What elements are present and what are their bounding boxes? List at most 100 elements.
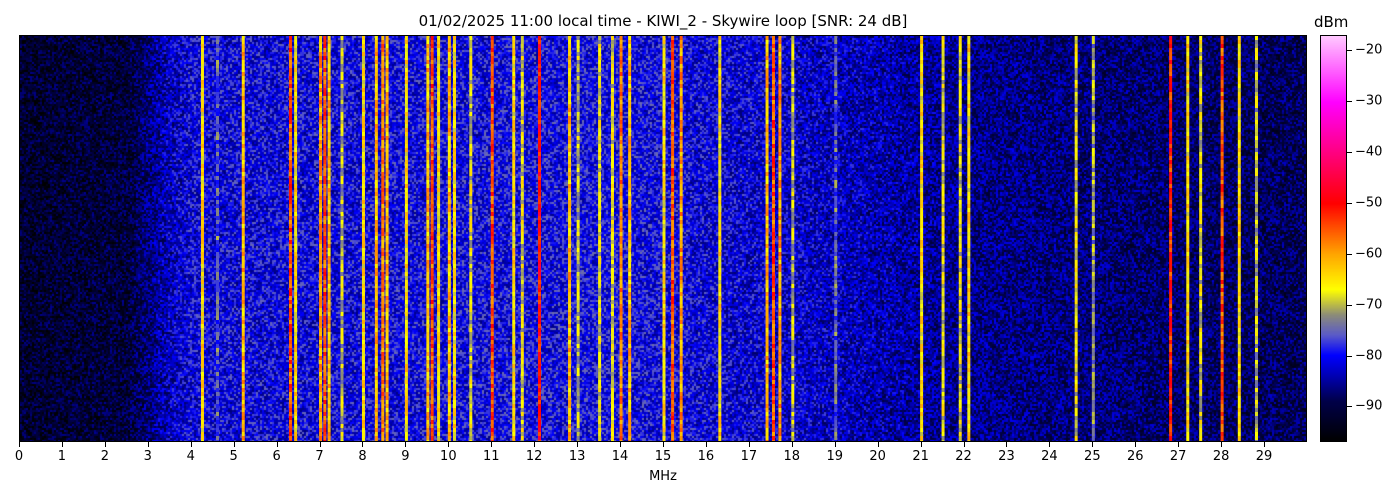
colorbar-tick-label: −80 bbox=[1355, 348, 1383, 363]
signal-line bbox=[327, 36, 331, 441]
signal-line bbox=[576, 36, 580, 441]
x-tick-label: 17 bbox=[740, 449, 758, 464]
signal-line bbox=[404, 36, 408, 441]
colorbar-tick-label: −90 bbox=[1355, 398, 1383, 414]
x-tick bbox=[620, 442, 622, 447]
signal-line bbox=[469, 36, 473, 441]
x-tick bbox=[491, 442, 493, 447]
x-tick-label: 14 bbox=[611, 449, 629, 464]
x-tick-label: 28 bbox=[1212, 449, 1230, 464]
x-tick-label: 2 bbox=[100, 449, 109, 464]
signal-line bbox=[778, 36, 782, 441]
signal-line bbox=[1199, 36, 1203, 441]
chart-title: 01/02/2025 11:00 local time - KIWI_2 - S… bbox=[418, 12, 908, 30]
signal-line bbox=[452, 36, 456, 441]
signal-line bbox=[319, 36, 323, 441]
signal-line bbox=[662, 36, 666, 441]
x-tick-label: 15 bbox=[654, 449, 672, 464]
colorbar-tick-label: −30 bbox=[1355, 93, 1383, 109]
signal-line bbox=[437, 36, 441, 441]
x-tick bbox=[577, 442, 579, 447]
x-tick bbox=[362, 442, 364, 447]
x-tick-label: 25 bbox=[1084, 449, 1101, 464]
x-tick bbox=[1092, 442, 1094, 447]
signal-line bbox=[490, 36, 494, 441]
x-tick-label: 24 bbox=[1041, 449, 1058, 464]
x-tick bbox=[448, 442, 450, 447]
signal-line bbox=[1169, 36, 1173, 441]
x-tick-label: 11 bbox=[482, 449, 500, 464]
x-tick bbox=[791, 442, 793, 447]
x-tick-label: 7 bbox=[315, 449, 324, 464]
colorbar-tick-label: −50 bbox=[1355, 195, 1383, 211]
signal-line bbox=[294, 36, 298, 441]
signal-line bbox=[323, 36, 327, 441]
x-tick bbox=[1221, 442, 1223, 447]
x-tick bbox=[233, 442, 235, 447]
x-tick-label: 20 bbox=[869, 449, 886, 464]
x-tick bbox=[19, 442, 20, 447]
signal-line bbox=[1074, 36, 1078, 441]
x-tick-label: 3 bbox=[143, 449, 152, 464]
signal-line bbox=[619, 36, 623, 441]
x-tick-label: 9 bbox=[401, 449, 410, 464]
signal-line bbox=[568, 36, 572, 441]
signal-line bbox=[628, 36, 632, 441]
x-tick bbox=[834, 442, 836, 447]
colorbar-tick-label: −60 bbox=[1355, 246, 1383, 262]
colorbar-tick bbox=[1347, 304, 1352, 306]
signal-line bbox=[241, 36, 245, 441]
x-tick-label: 21 bbox=[912, 449, 929, 464]
signal-line bbox=[958, 36, 962, 441]
signal-line bbox=[598, 36, 602, 441]
signal-line bbox=[1186, 36, 1190, 441]
x-tick-label: 1 bbox=[57, 449, 67, 464]
x-tick-label: 23 bbox=[998, 449, 1015, 464]
x-tick bbox=[1264, 442, 1266, 447]
colorbar-tick-label: −70 bbox=[1355, 297, 1383, 313]
x-tick-label: 26 bbox=[1126, 449, 1144, 464]
signal-line bbox=[791, 36, 795, 441]
colorbar-tick bbox=[1347, 50, 1352, 52]
x-tick-label: 8 bbox=[358, 449, 367, 464]
signal-line bbox=[288, 36, 292, 441]
colorbar-tick-label: −40 bbox=[1355, 144, 1383, 160]
x-tick-label: 27 bbox=[1169, 449, 1187, 464]
x-tick bbox=[1049, 442, 1051, 447]
signal-line bbox=[1220, 36, 1224, 441]
signal-line bbox=[215, 36, 219, 441]
signal-line bbox=[679, 36, 683, 441]
x-axis: 0 1 2 3 4 5 6 7 8 9 10 11 12 13 14 15 16 17 18 19 20 21 22 23 24… bbox=[15, 442, 1307, 472]
x-tick-label: 6 bbox=[272, 449, 281, 464]
x-tick bbox=[61, 442, 63, 447]
colorbar-tick-label: −20 bbox=[1355, 42, 1383, 58]
signal-line bbox=[1254, 36, 1258, 441]
x-tick-label: 12 bbox=[525, 449, 543, 464]
x-tick bbox=[877, 442, 879, 447]
colorbar-label: dBm bbox=[1314, 13, 1349, 31]
colorbar-tick bbox=[1347, 202, 1352, 204]
colorbar bbox=[1320, 35, 1347, 442]
signal-line bbox=[920, 36, 924, 441]
signal-line bbox=[537, 36, 541, 441]
signal-line bbox=[430, 36, 434, 441]
x-tick bbox=[1178, 442, 1180, 447]
x-tick bbox=[920, 442, 922, 447]
x-tick bbox=[748, 442, 750, 447]
signal-line bbox=[1237, 36, 1241, 441]
x-tick bbox=[534, 442, 536, 447]
signal-line bbox=[771, 36, 775, 441]
signal-line bbox=[967, 36, 971, 441]
x-tick-label: 10 bbox=[440, 449, 457, 464]
signal-line bbox=[361, 36, 365, 441]
signal-line bbox=[834, 36, 838, 441]
signal-line bbox=[381, 36, 385, 441]
waterfall-plot bbox=[19, 35, 1307, 442]
colorbar-tick bbox=[1347, 101, 1352, 103]
colorbar-tick bbox=[1347, 152, 1352, 153]
signal-line bbox=[512, 36, 516, 441]
signal-line bbox=[374, 36, 378, 441]
signal-line bbox=[765, 36, 769, 441]
signal-line bbox=[718, 36, 722, 441]
colorbar-tick bbox=[1347, 406, 1352, 408]
